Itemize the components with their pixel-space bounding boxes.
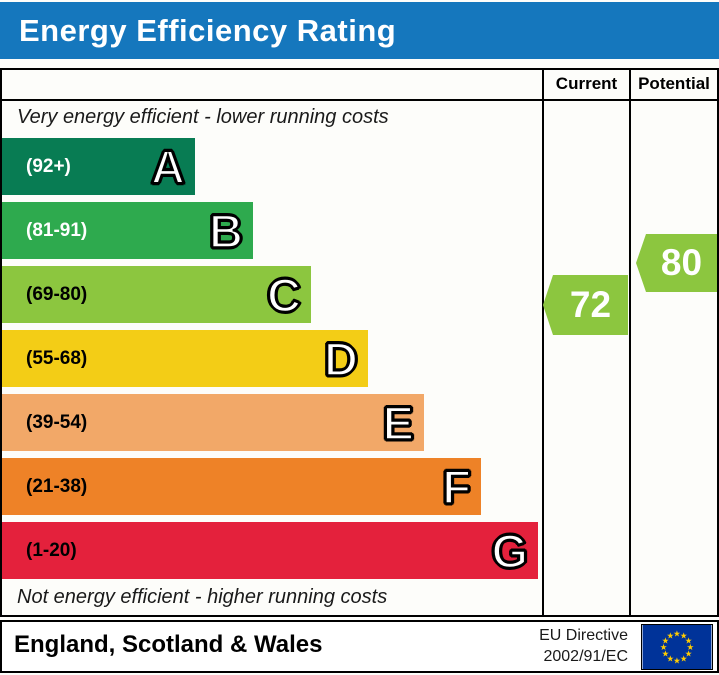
eu-flag-star: ★ xyxy=(680,654,688,664)
eu-flag-star: ★ xyxy=(673,629,681,639)
current-rating-value: 72 xyxy=(569,284,612,325)
footer-bar xyxy=(0,620,719,673)
eu-flag-star: ★ xyxy=(673,655,681,665)
eu-flag-icon: ★★★★★★★★★★★★ xyxy=(641,624,713,670)
current-rating-arrow: 72 xyxy=(543,275,628,335)
eu-flag-star: ★ xyxy=(662,649,670,659)
eu-flag-star: ★ xyxy=(685,649,693,659)
band-letter: A xyxy=(150,140,186,193)
band-row-B: (81-91) B xyxy=(2,202,253,259)
band-letter: E xyxy=(381,396,415,449)
band-range-label: (21-38) xyxy=(26,475,88,497)
eu-flag-star: ★ xyxy=(662,635,670,645)
band-row-A: (92+) A xyxy=(2,138,195,195)
bottom-caption: Not energy efficient - higher running co… xyxy=(17,586,388,608)
eu-directive-line1: EU Directive xyxy=(539,627,628,644)
page-title: Energy Efficiency Rating xyxy=(19,12,397,48)
band-row-D: (55-68) D xyxy=(2,330,368,387)
rating-table-frame xyxy=(0,68,719,617)
band-row-E: (39-54) E xyxy=(2,394,424,451)
eu-flag-star: ★ xyxy=(666,654,674,664)
band-letter: C xyxy=(266,268,302,321)
band-range-label: (92+) xyxy=(26,155,71,177)
eu-flag-star: ★ xyxy=(660,642,668,652)
header-row-divider xyxy=(0,99,719,101)
current-column-divider xyxy=(542,68,544,617)
band-letter: B xyxy=(208,204,244,257)
potential-column-divider xyxy=(629,68,631,617)
current-column-header: Current xyxy=(555,74,618,93)
band-letter: G xyxy=(490,524,529,577)
band-row-F: (21-38) F xyxy=(2,458,481,515)
region-label: England, Scotland & Wales xyxy=(14,631,323,658)
band-range-label: (81-91) xyxy=(26,219,88,241)
eu-directive-line2: 2002/91/EC xyxy=(543,648,628,665)
potential-rating-value: 80 xyxy=(660,242,703,283)
top-caption: Very energy efficient - lower running co… xyxy=(17,106,389,128)
eu-flag-star: ★ xyxy=(680,630,688,640)
chart-title-bar: Energy Efficiency Rating xyxy=(0,2,719,59)
band-letter: D xyxy=(323,332,359,385)
band-row-G: (1-20) G xyxy=(2,522,538,579)
potential-rating-arrow: 80 xyxy=(636,234,717,292)
eu-flag-star: ★ xyxy=(687,642,695,652)
band-range-label: (55-68) xyxy=(26,347,88,369)
band-range-label: (69-80) xyxy=(26,283,88,305)
band-row-C: (69-80) C xyxy=(2,266,311,323)
band-range-label: (1-20) xyxy=(26,539,77,561)
band-letter: F xyxy=(441,460,472,513)
band-range-label: (39-54) xyxy=(26,411,88,433)
eu-directive-label: EU Directive 2002/91/EC xyxy=(470,625,628,667)
eu-flag-star: ★ xyxy=(666,630,674,640)
potential-column-header: Potential xyxy=(638,74,710,93)
eu-flag-star: ★ xyxy=(685,635,693,645)
